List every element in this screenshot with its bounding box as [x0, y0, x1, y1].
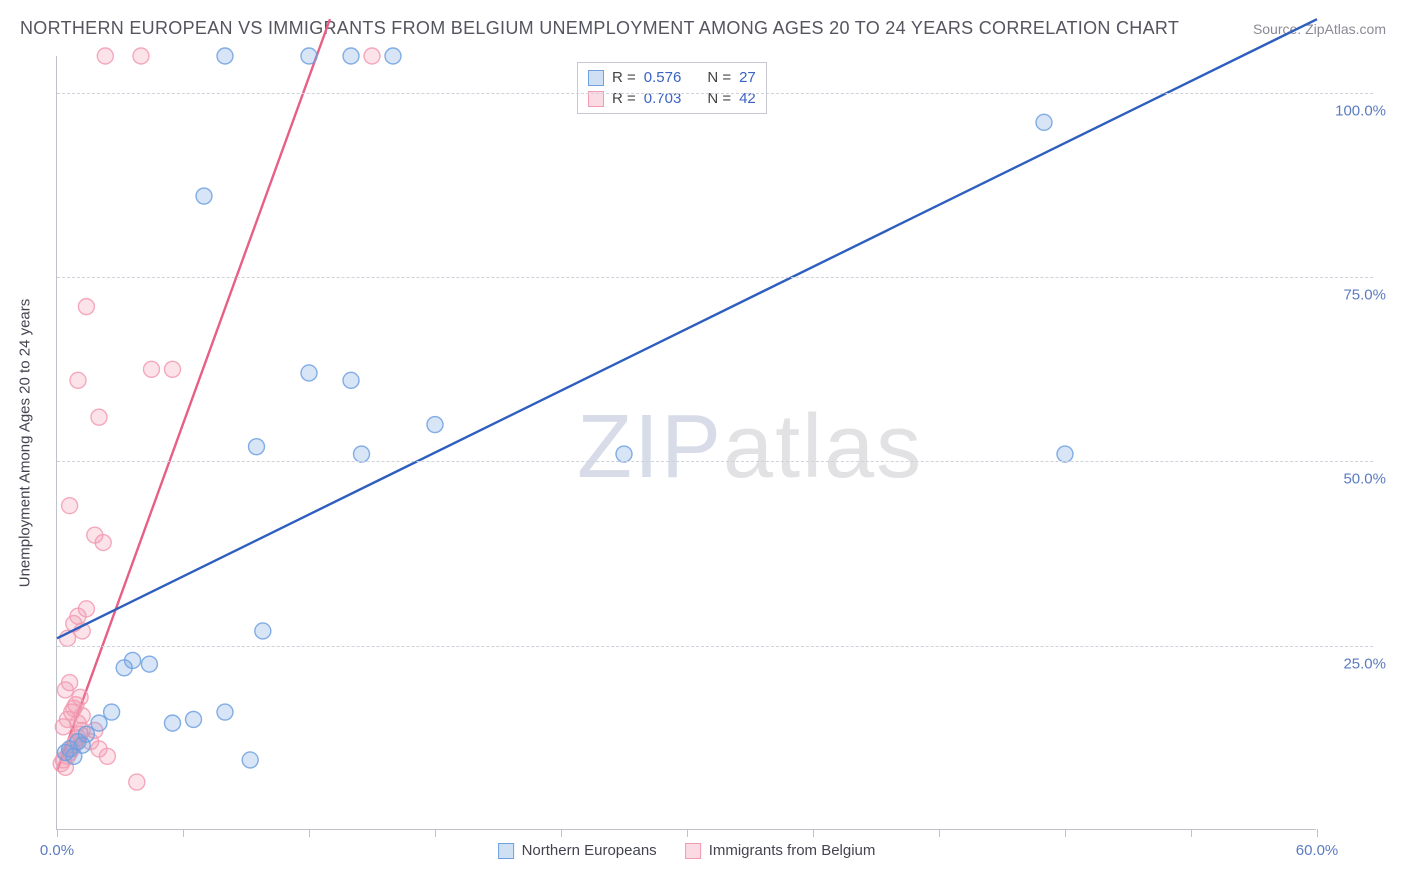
plot-area: Unemployment Among Ages 20 to 24 years Z…: [56, 56, 1316, 830]
data-point: [91, 409, 107, 425]
data-point: [249, 439, 265, 455]
r-value: 0.576: [644, 69, 682, 86]
data-point: [165, 715, 181, 731]
gridline: [57, 277, 1373, 278]
r-label: R =: [612, 69, 636, 86]
data-point: [1057, 446, 1073, 462]
n-label: N =: [707, 69, 731, 86]
swatch-belgium: [685, 843, 701, 859]
data-point: [78, 299, 94, 315]
data-point: [217, 48, 233, 64]
x-tick: [561, 829, 562, 837]
y-tick-label: 50.0%: [1343, 471, 1386, 488]
chart-svg: [57, 56, 1317, 830]
data-point: [78, 726, 94, 742]
legend-row-northern: R = 0.576 N = 27: [588, 67, 756, 88]
source-label: Source: ZipAtlas.com: [1253, 21, 1386, 37]
legend-label: Northern Europeans: [522, 842, 657, 859]
x-tick: [57, 829, 58, 837]
data-point: [301, 48, 317, 64]
x-tick: [1065, 829, 1066, 837]
x-tick: [939, 829, 940, 837]
data-point: [217, 704, 233, 720]
x-tick: [687, 829, 688, 837]
data-point: [385, 48, 401, 64]
data-point: [95, 535, 111, 551]
x-tick-label: 60.0%: [1296, 842, 1339, 859]
x-tick: [435, 829, 436, 837]
title-bar: NORTHERN EUROPEAN VS IMMIGRANTS FROM BEL…: [20, 18, 1386, 39]
swatch-northern: [498, 843, 514, 859]
data-point: [242, 752, 258, 768]
data-point: [354, 446, 370, 462]
x-tick: [183, 829, 184, 837]
data-point: [104, 704, 120, 720]
data-point: [74, 708, 90, 724]
data-point: [141, 656, 157, 672]
data-point: [99, 748, 115, 764]
chart-title: NORTHERN EUROPEAN VS IMMIGRANTS FROM BEL…: [20, 18, 1179, 39]
data-point: [129, 774, 145, 790]
legend-row-belgium: R = 0.703 N = 42: [588, 88, 756, 109]
data-point: [165, 361, 181, 377]
data-point: [144, 361, 160, 377]
data-point: [125, 652, 141, 668]
legend-correlation: R = 0.576 N = 27 R = 0.703 N = 42: [577, 62, 767, 114]
x-tick: [813, 829, 814, 837]
data-point: [255, 623, 271, 639]
data-point: [616, 446, 632, 462]
x-tick: [309, 829, 310, 837]
data-point: [364, 48, 380, 64]
data-point: [1036, 114, 1052, 130]
legend-series: Northern Europeans Immigrants from Belgi…: [498, 842, 876, 859]
y-tick-label: 100.0%: [1335, 102, 1386, 119]
data-point: [133, 48, 149, 64]
y-axis-label: Unemployment Among Ages 20 to 24 years: [17, 298, 34, 587]
data-point: [427, 417, 443, 433]
data-point: [62, 498, 78, 514]
y-tick-label: 75.0%: [1343, 287, 1386, 304]
gridline: [57, 461, 1373, 462]
x-tick: [1191, 829, 1192, 837]
x-tick-label: 0.0%: [40, 842, 74, 859]
legend-label: Immigrants from Belgium: [709, 842, 876, 859]
data-point: [343, 372, 359, 388]
gridline: [57, 93, 1373, 94]
data-point: [62, 675, 78, 691]
n-value: 27: [739, 69, 756, 86]
y-tick-label: 25.0%: [1343, 655, 1386, 672]
swatch-northern: [588, 70, 604, 86]
data-point: [196, 188, 212, 204]
data-point: [97, 48, 113, 64]
data-point: [91, 715, 107, 731]
gridline: [57, 646, 1373, 647]
legend-item-belgium: Immigrants from Belgium: [685, 842, 876, 859]
data-point: [78, 601, 94, 617]
data-point: [343, 48, 359, 64]
trend-line: [57, 19, 330, 771]
data-point: [186, 711, 202, 727]
data-point: [70, 372, 86, 388]
data-point: [301, 365, 317, 381]
x-tick: [1317, 829, 1318, 837]
plot-wrap: Unemployment Among Ages 20 to 24 years Z…: [56, 56, 1316, 830]
legend-item-northern: Northern Europeans: [498, 842, 657, 859]
